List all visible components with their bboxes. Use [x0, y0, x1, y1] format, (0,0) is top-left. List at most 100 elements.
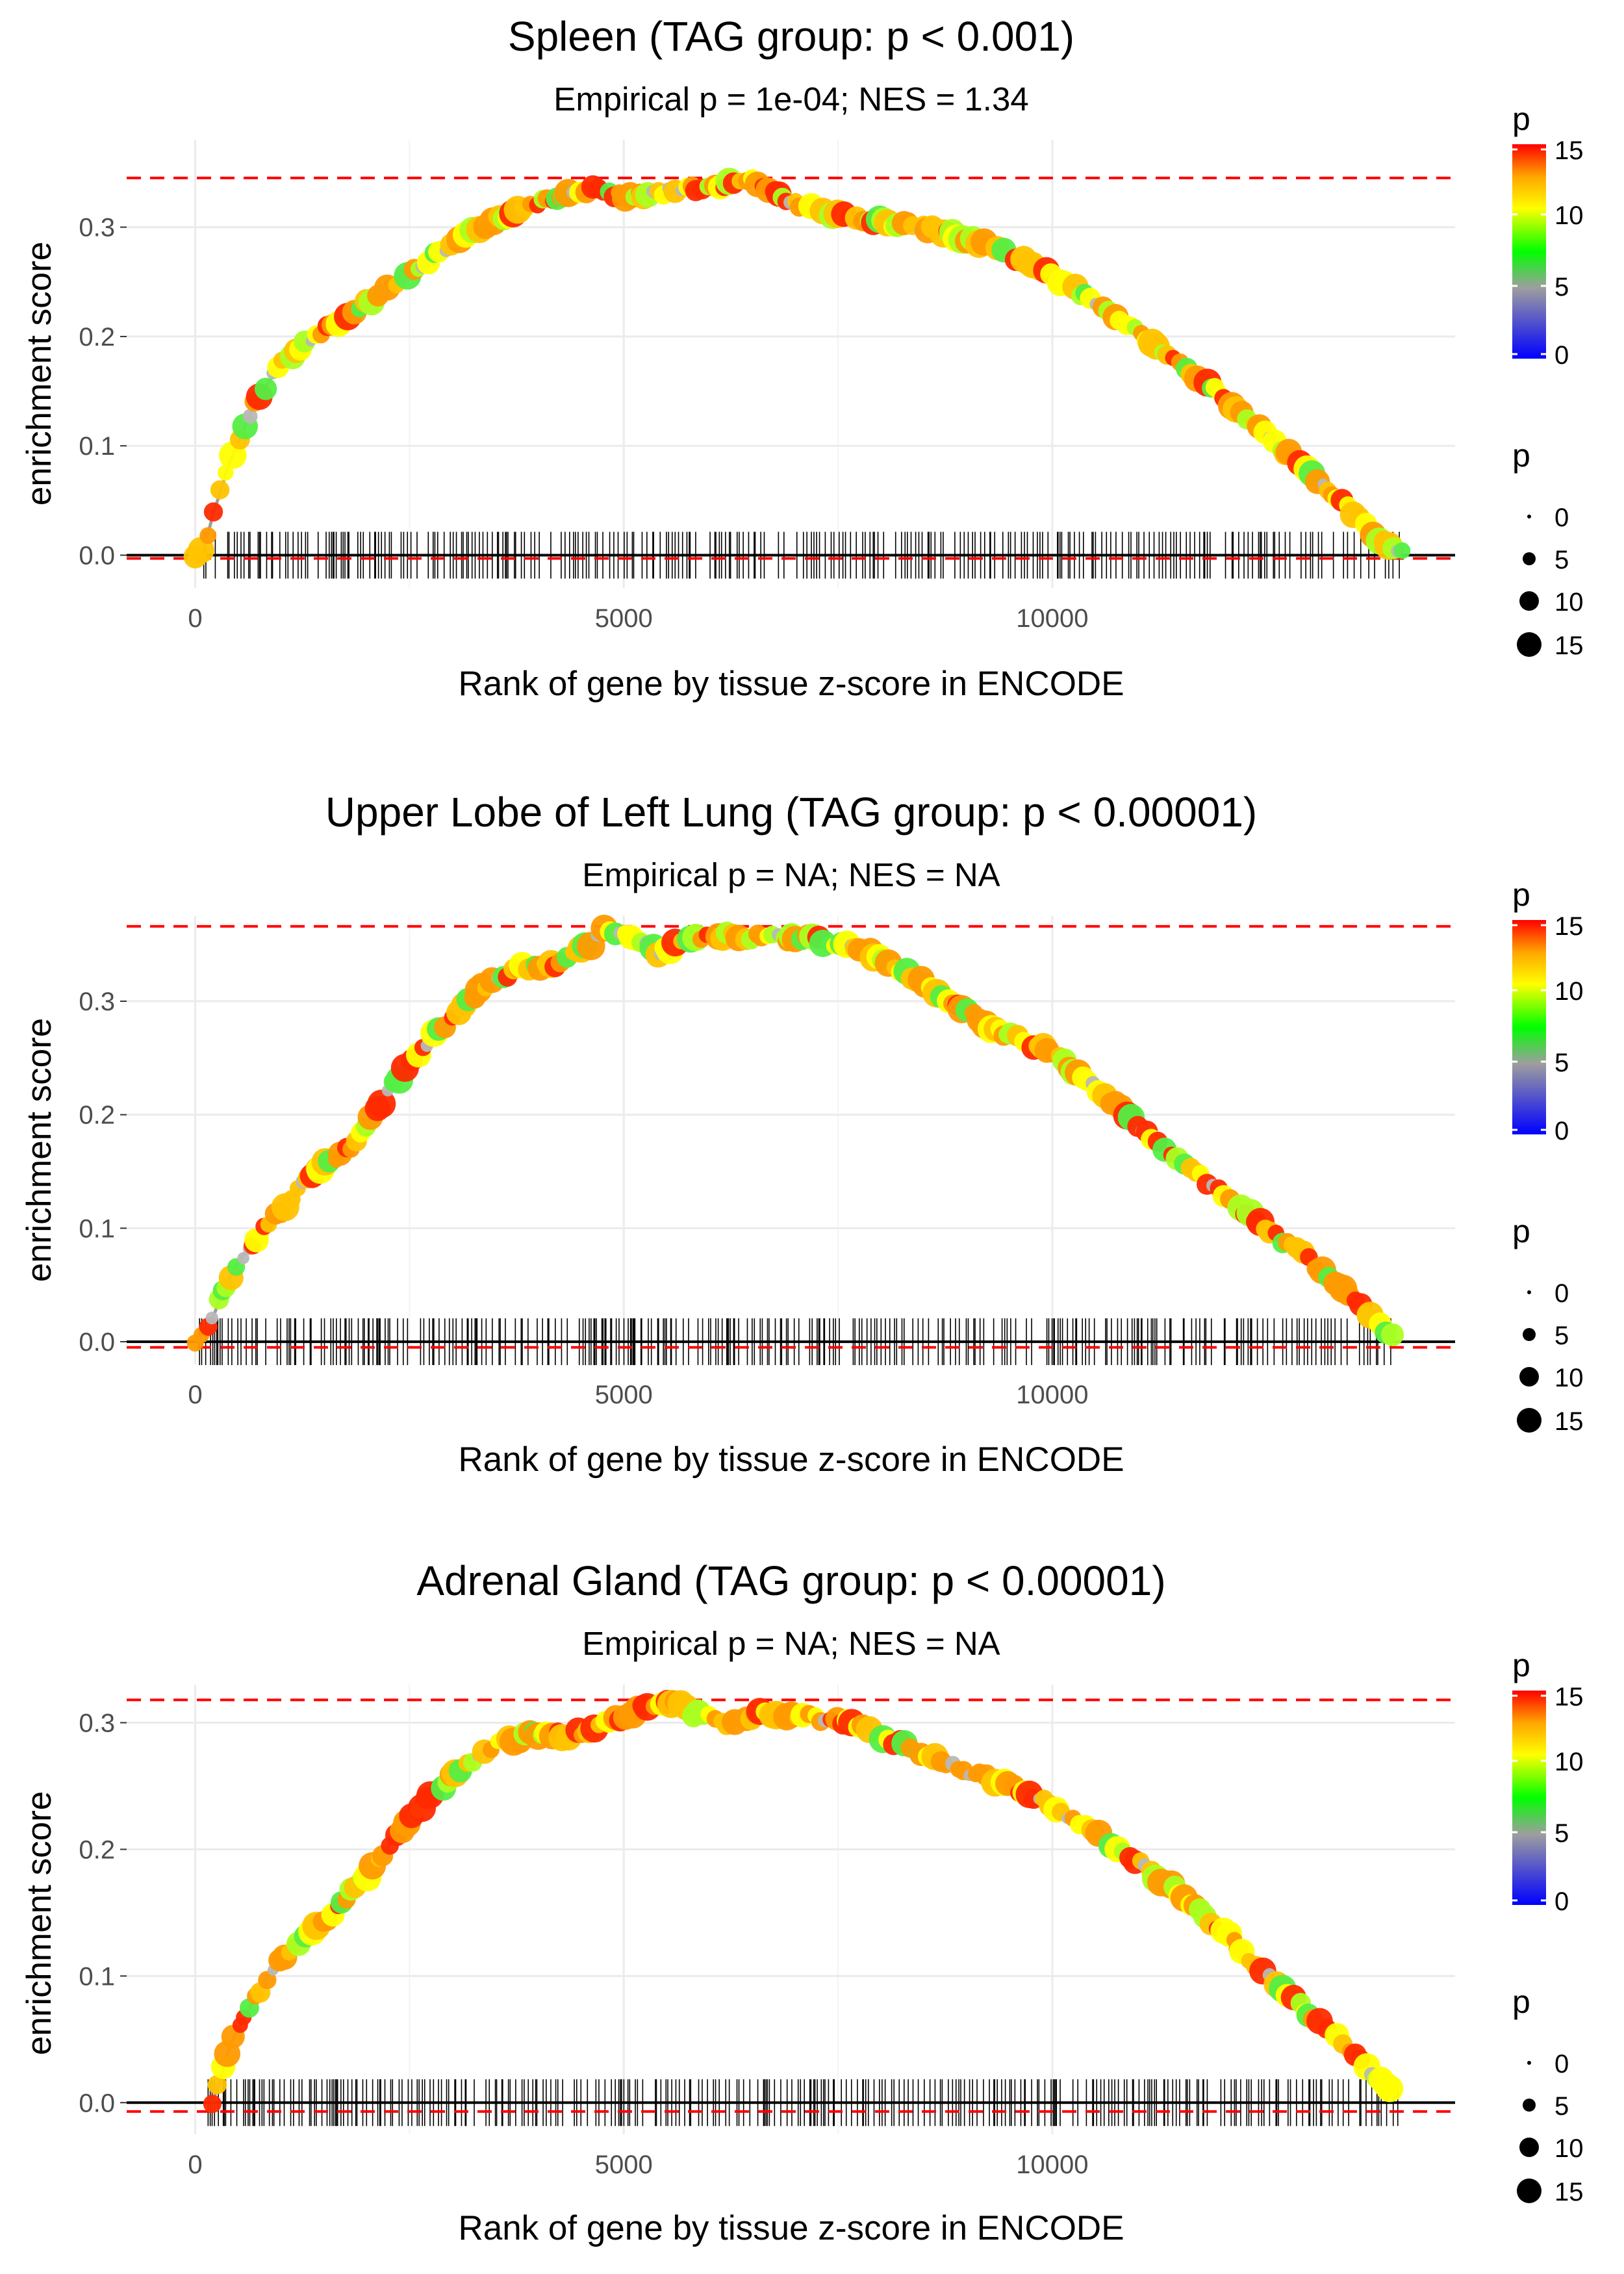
size-legend: p 0 5 10 15: [1512, 1984, 1584, 2206]
size-key-label: 15: [1554, 632, 1584, 660]
x-tick-label: 0: [188, 2151, 202, 2179]
enrichment-point: [237, 1252, 249, 1264]
enrichment-point: [203, 502, 223, 522]
enrichment-point: [207, 2075, 227, 2095]
enrichment-point: [258, 1971, 277, 1989]
chart-title: Adrenal Gland (TAG group: p < 0.00001): [416, 1557, 1165, 1604]
colorbar-label: 5: [1554, 1819, 1569, 1848]
enrichment-point: [199, 527, 217, 544]
x-axis-label: Rank of gene by tissue z-score in ENCODE: [458, 1440, 1124, 1479]
x-tick-label: 0: [188, 1381, 202, 1409]
color-legend-title: p: [1512, 876, 1530, 913]
colorbar-label: 0: [1554, 341, 1569, 370]
size-key-label: 15: [1554, 2178, 1584, 2206]
y-tick-label: 0.3: [79, 988, 115, 1016]
colorbar-label: 10: [1554, 1748, 1584, 1776]
colorbar-label: 10: [1554, 201, 1584, 230]
panel-upper-lobe-left-lung: Upper Lobe of Left Lung (TAG group: p < …: [20, 789, 1584, 1479]
size-key: [1517, 2178, 1542, 2203]
enrichment-point: [1380, 1323, 1404, 1346]
size-legend: p 0 5 10 15: [1512, 437, 1584, 660]
size-key-label: 0: [1554, 504, 1569, 532]
size-legend: p 0 5 10 15: [1512, 1213, 1584, 1436]
colorbar: [1512, 144, 1546, 359]
colorbar-label: 0: [1554, 1887, 1569, 1916]
enrichment-points: [183, 168, 1411, 568]
size-key: [1523, 2099, 1536, 2112]
y-tick-label: 0.1: [79, 1214, 115, 1243]
x-tick-label: 0: [188, 604, 202, 633]
enrichment-point: [218, 465, 234, 481]
size-key: [1519, 2138, 1539, 2157]
size-key-label: 0: [1554, 1279, 1569, 1308]
size-key: [1527, 2061, 1531, 2065]
plot-area: 0 5000 10000 0.0 0.1 0.2 0.3: [79, 914, 1455, 1409]
size-key: [1519, 1367, 1539, 1386]
colorbar-label: 15: [1554, 1683, 1584, 1711]
y-tick-label: 0.1: [79, 1962, 115, 1991]
colorbar-label: 15: [1554, 136, 1584, 165]
x-tick-label: 10000: [1016, 604, 1088, 633]
color-legend-title: p: [1512, 101, 1530, 137]
size-key-label: 5: [1554, 1322, 1569, 1350]
size-key-label: 10: [1554, 588, 1584, 617]
x-tick-label: 5000: [595, 604, 653, 633]
size-key-label: 0: [1554, 2050, 1569, 2078]
y-tick-label: 0.3: [79, 1709, 115, 1737]
y-tick-label: 0.2: [79, 1835, 115, 1864]
size-legend-title: p: [1512, 437, 1530, 474]
size-key: [1517, 632, 1542, 657]
colorbar-label: 10: [1554, 977, 1584, 1006]
enrichment-points: [186, 914, 1404, 1352]
size-key: [1523, 1328, 1536, 1341]
enrichment-line: [194, 179, 1405, 557]
y-axis-label: enrichment score: [20, 242, 58, 506]
y-tick-label: 0.0: [79, 1328, 115, 1357]
y-tick-label: 0.0: [79, 2089, 115, 2117]
color-legend: p 15 10 5 0: [1512, 101, 1584, 370]
x-axis-label: Rank of gene by tissue z-score in ENCODE: [458, 665, 1124, 703]
enrichment-point: [254, 377, 277, 400]
colorbar: [1512, 1691, 1546, 1905]
enrichment-line: [194, 925, 1397, 1343]
enrichment-point: [203, 2095, 222, 2114]
chart-subtitle: Empirical p = NA; NES = NA: [582, 856, 1000, 893]
color-legend: p 15 10 5 0: [1512, 876, 1584, 1145]
size-legend-title: p: [1512, 1213, 1530, 1249]
size-key: [1523, 552, 1536, 565]
size-legend-title: p: [1512, 1984, 1530, 2020]
size-key-label: 5: [1554, 2092, 1569, 2121]
colorbar: [1512, 920, 1546, 1134]
y-axis-label: enrichment score: [20, 1018, 58, 1283]
x-tick-label: 10000: [1016, 1381, 1088, 1409]
color-legend-title: p: [1512, 1647, 1530, 1683]
y-tick-label: 0.3: [79, 214, 115, 242]
enrichment-point: [205, 1311, 219, 1325]
y-axis-label: enrichment score: [20, 1791, 58, 2056]
enrichment-point: [1376, 2075, 1404, 2102]
colorbar-label: 0: [1554, 1117, 1569, 1145]
enrichment-line: [210, 1698, 1397, 2104]
x-tick-label: 5000: [595, 1381, 653, 1409]
color-legend: p 15 10 5 0: [1512, 1647, 1584, 1916]
enrichment-point: [242, 409, 258, 424]
colorbar-label: 5: [1554, 1049, 1569, 1077]
size-key: [1527, 515, 1531, 518]
y-tick-label: 0.0: [79, 542, 115, 570]
size-key-label: 5: [1554, 546, 1569, 574]
chart-subtitle: Empirical p = NA; NES = NA: [582, 1625, 1000, 1662]
chart-title: Upper Lobe of Left Lung (TAG group: p < …: [325, 789, 1257, 836]
y-tick-label: 0.1: [79, 432, 115, 461]
enrichment-point: [1393, 542, 1411, 559]
size-key-label: 15: [1554, 1407, 1584, 1436]
enrichment-point: [210, 480, 230, 500]
enrichment-points: [203, 1689, 1404, 2114]
x-tick-label: 10000: [1016, 2151, 1088, 2179]
size-key: [1527, 1290, 1531, 1294]
x-axis-label: Rank of gene by tissue z-score in ENCODE: [458, 2209, 1124, 2247]
y-tick-label: 0.2: [79, 323, 115, 351]
panel-spleen: Spleen (TAG group: p < 0.001) Empirical …: [20, 13, 1584, 703]
size-key: [1517, 1408, 1542, 1433]
enrichment-point: [367, 1090, 396, 1118]
